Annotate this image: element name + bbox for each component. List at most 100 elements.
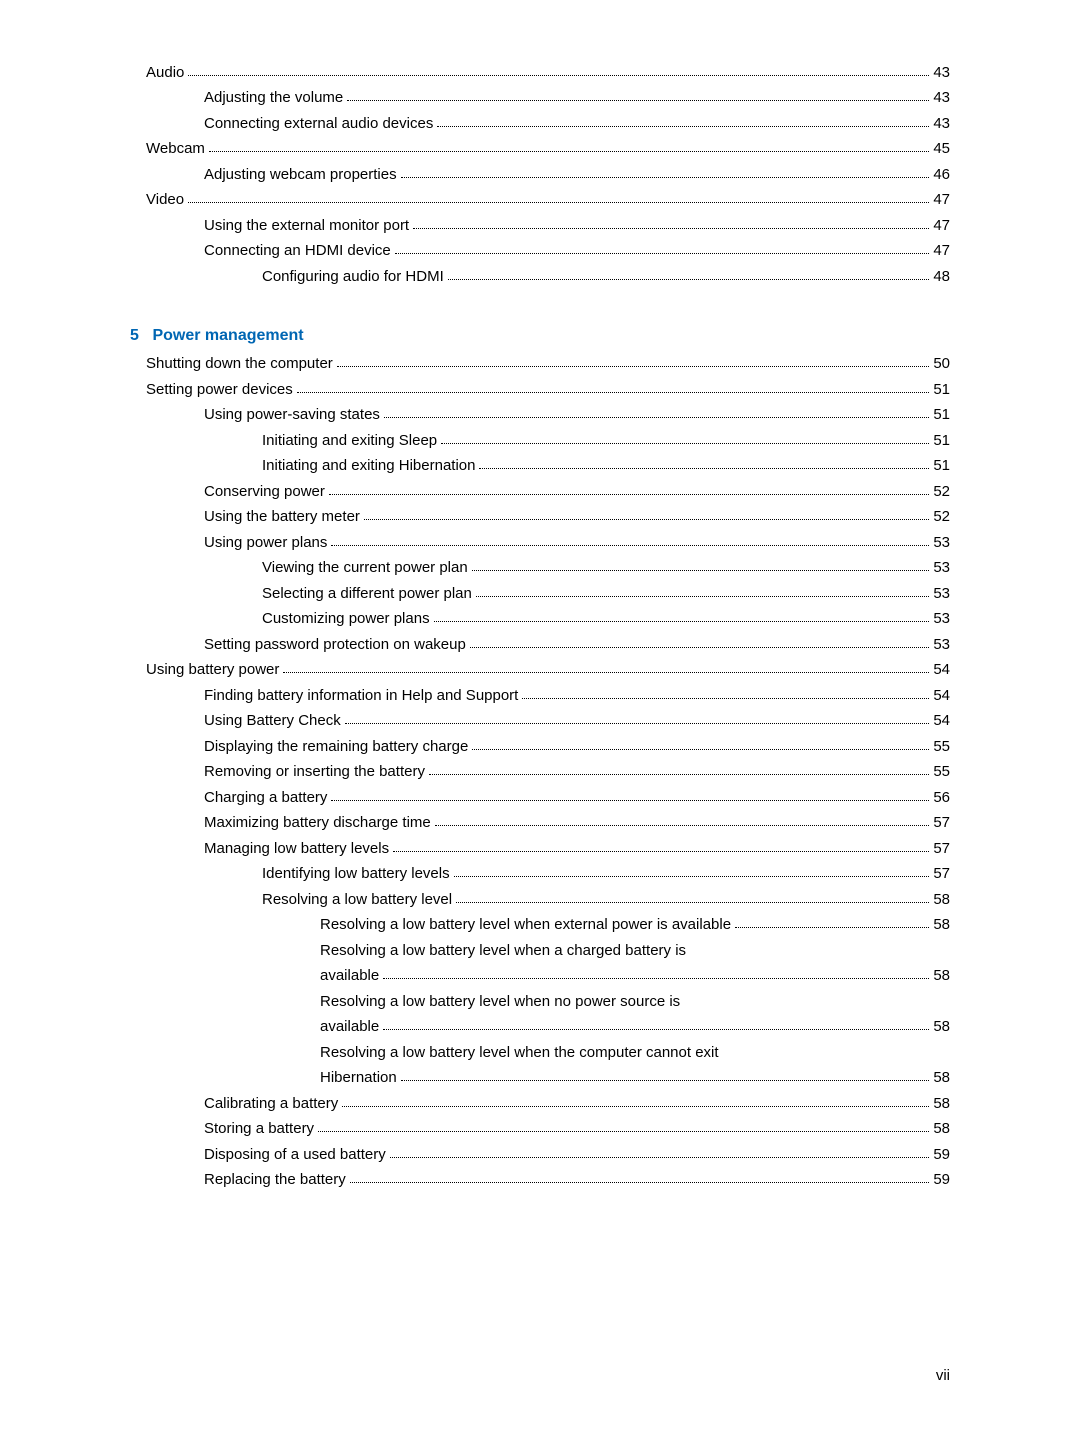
toc-page-number[interactable]: 52	[933, 481, 950, 504]
toc-entry[interactable]: Adjusting the volume 43	[130, 86, 950, 112]
toc-entry[interactable]: Selecting a different power plan 53	[130, 581, 950, 607]
toc-page-number[interactable]: 47	[933, 240, 950, 263]
toc-entry[interactable]: Maximizing battery discharge time57	[130, 811, 950, 837]
toc-page-number[interactable]: 56	[933, 787, 950, 810]
toc-entry-text[interactable]: Using power-saving states	[204, 404, 380, 427]
toc-entry[interactable]: Disposing of a used battery59	[130, 1142, 950, 1168]
toc-entry-text[interactable]: Displaying the remaining battery charge	[204, 736, 468, 759]
toc-page-number[interactable]: 55	[933, 736, 950, 759]
toc-page-number[interactable]: 52	[933, 506, 950, 529]
toc-entry-text[interactable]: Resolving a low battery level when exter…	[320, 914, 731, 937]
toc-entry[interactable]: Setting power devices 51	[130, 377, 950, 403]
toc-entry[interactable]: Using the battery meter 52	[130, 505, 950, 531]
toc-page-number[interactable]: 53	[933, 608, 950, 631]
toc-page-number[interactable]: 45	[933, 138, 950, 161]
toc-page-number[interactable]: 43	[933, 113, 950, 136]
toc-entry[interactable]: Audio 43	[130, 60, 950, 86]
toc-entry-text[interactable]: Resolving a low battery level when a cha…	[320, 940, 686, 963]
toc-entry[interactable]: Webcam 45	[130, 137, 950, 163]
toc-entry-text[interactable]: Using battery power	[146, 659, 279, 682]
toc-entry-text[interactable]: Storing a battery	[204, 1118, 314, 1141]
toc-page-number[interactable]: 53	[933, 532, 950, 555]
toc-entry[interactable]: Displaying the remaining battery charge 5…	[130, 734, 950, 760]
toc-page-number[interactable]: 51	[933, 379, 950, 402]
toc-entry[interactable]: Configuring audio for HDMI 48	[130, 264, 950, 290]
toc-entry-text[interactable]: Setting power devices	[146, 379, 293, 402]
toc-entry[interactable]: Hibernation 58	[130, 1066, 950, 1092]
toc-entry-text-cont[interactable]: Hibernation	[320, 1067, 397, 1090]
toc-page-number[interactable]: 57	[933, 863, 950, 886]
toc-entry-text[interactable]: Shutting down the computer	[146, 353, 333, 376]
toc-entry[interactable]: Using power plans53	[130, 530, 950, 556]
toc-entry[interactable]: Managing low battery levels 57	[130, 836, 950, 862]
toc-entry-text[interactable]: Setting password protection on wakeup	[204, 634, 466, 657]
toc-entry[interactable]: available58	[130, 964, 950, 990]
toc-entry-text[interactable]: Configuring audio for HDMI	[262, 266, 444, 289]
toc-page-number[interactable]: 54	[933, 685, 950, 708]
toc-entry-text[interactable]: Initiating and exiting Hibernation	[262, 455, 475, 478]
toc-entry-text[interactable]: Connecting external audio devices	[204, 113, 433, 136]
toc-entry-text[interactable]: Finding battery information in Help and …	[204, 685, 518, 708]
section-5-heading[interactable]: 5 Power management	[130, 324, 950, 348]
toc-page-number[interactable]: 48	[933, 266, 950, 289]
toc-page-number[interactable]: 57	[933, 812, 950, 835]
toc-entry[interactable]: Initiating and exiting Sleep51	[130, 428, 950, 454]
toc-entry[interactable]: available 58	[130, 1015, 950, 1041]
toc-page-number[interactable]: 58	[933, 1016, 950, 1039]
toc-entry[interactable]: Initiating and exiting Hibernation 51	[130, 454, 950, 480]
toc-page-number[interactable]: 51	[933, 455, 950, 478]
toc-entry-text[interactable]: Initiating and exiting Sleep	[262, 430, 437, 453]
toc-entry-text[interactable]: Resolving a low battery level when the c…	[320, 1042, 719, 1065]
toc-page-number[interactable]: 57	[933, 838, 950, 861]
toc-entry-text[interactable]: Charging a battery	[204, 787, 327, 810]
toc-entry[interactable]: Shutting down the computer50	[130, 352, 950, 378]
toc-entry-text[interactable]: Selecting a different power plan	[262, 583, 472, 606]
toc-entry-text[interactable]: Using the battery meter	[204, 506, 360, 529]
toc-entry[interactable]: Storing a battery 58	[130, 1117, 950, 1143]
toc-entry[interactable]: Video47	[130, 188, 950, 214]
toc-entry-text[interactable]: Connecting an HDMI device	[204, 240, 391, 263]
toc-page-number[interactable]: 51	[933, 404, 950, 427]
toc-page-number[interactable]: 58	[933, 914, 950, 937]
toc-page-number[interactable]: 43	[933, 62, 950, 85]
toc-entry[interactable]: Resolving a low battery level when a cha…	[130, 938, 950, 964]
toc-entry-text[interactable]: Identifying low battery levels	[262, 863, 450, 886]
toc-entry-text[interactable]: Managing low battery levels	[204, 838, 389, 861]
toc-entry[interactable]: Connecting external audio devices 43	[130, 111, 950, 137]
toc-page-number[interactable]: 59	[933, 1169, 950, 1192]
toc-entry-text[interactable]: Resolving a low battery level when no po…	[320, 991, 680, 1014]
toc-entry[interactable]: Using Battery Check54	[130, 709, 950, 735]
toc-page-number[interactable]: 53	[933, 634, 950, 657]
toc-page-number[interactable]: 58	[933, 1067, 950, 1090]
toc-page-number[interactable]: 46	[933, 164, 950, 187]
toc-entry-text[interactable]: Replacing the battery	[204, 1169, 346, 1192]
toc-entry-text[interactable]: Webcam	[146, 138, 205, 161]
toc-entry-text[interactable]: Resolving a low battery level	[262, 889, 452, 912]
toc-entry[interactable]: Conserving power52	[130, 479, 950, 505]
toc-page-number[interactable]: 58	[933, 1093, 950, 1116]
toc-entry[interactable]: Connecting an HDMI device 47	[130, 239, 950, 265]
toc-entry[interactable]: Using power-saving states 51	[130, 403, 950, 429]
toc-page-number[interactable]: 55	[933, 761, 950, 784]
toc-page-number[interactable]: 58	[933, 1118, 950, 1141]
toc-entry-text[interactable]: Removing or inserting the battery	[204, 761, 425, 784]
toc-page-number[interactable]: 43	[933, 87, 950, 110]
toc-entry-text[interactable]: Viewing the current power plan	[262, 557, 468, 580]
section-5-link[interactable]: 5 Power management	[130, 327, 304, 344]
toc-entry-text[interactable]: Adjusting the volume	[204, 87, 343, 110]
toc-entry[interactable]: Resolving a low battery level when exter…	[130, 913, 950, 939]
toc-page-number[interactable]: 58	[933, 889, 950, 912]
toc-entry[interactable]: Removing or inserting the battery 55	[130, 760, 950, 786]
toc-page-number[interactable]: 53	[933, 557, 950, 580]
toc-entry[interactable]: Finding battery information in Help and …	[130, 683, 950, 709]
toc-entry[interactable]: Using the external monitor port47	[130, 213, 950, 239]
toc-entry[interactable]: Resolving a low battery level when the c…	[130, 1040, 950, 1066]
toc-entry-text[interactable]: Audio	[146, 62, 184, 85]
toc-entry[interactable]: Resolving a low battery level 58	[130, 887, 950, 913]
toc-entry[interactable]: Calibrating a battery58	[130, 1091, 950, 1117]
toc-entry-text[interactable]: Disposing of a used battery	[204, 1144, 386, 1167]
toc-entry[interactable]: Identifying low battery levels 57	[130, 862, 950, 888]
toc-entry-text-cont[interactable]: available	[320, 1016, 379, 1039]
toc-page-number[interactable]: 53	[933, 583, 950, 606]
toc-entry-text[interactable]: Using the external monitor port	[204, 215, 409, 238]
